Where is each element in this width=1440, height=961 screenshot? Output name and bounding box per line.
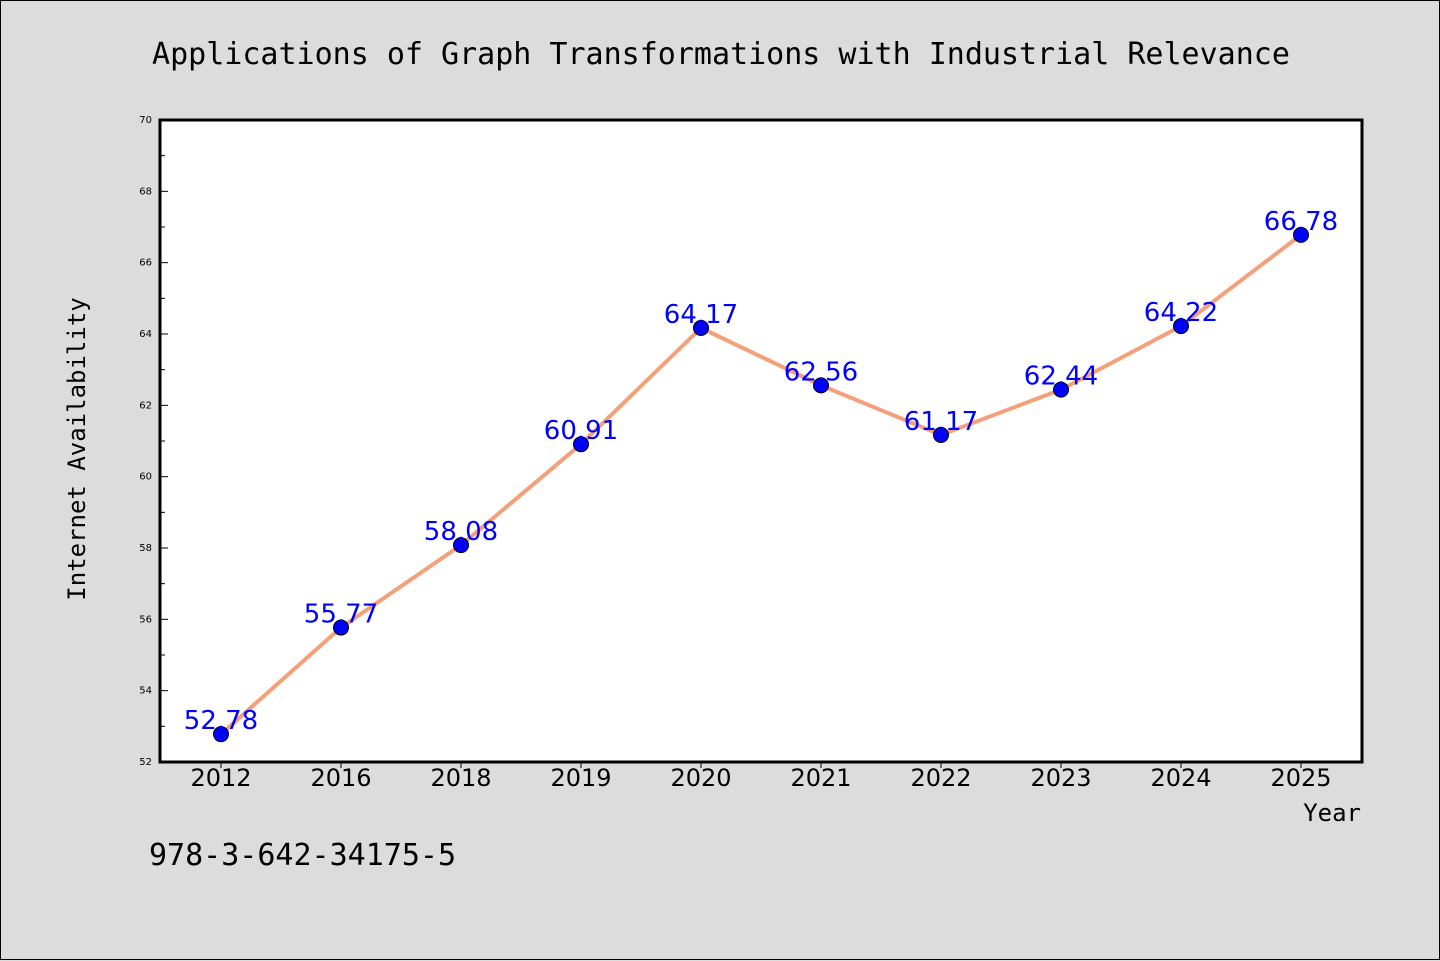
data-label: 62.56 [784,357,858,387]
data-point [453,537,469,554]
plot-area [158,118,1364,764]
x-tick-label: 2022 [910,764,971,792]
y-tick-label: 52 [139,757,152,768]
y-tick-label: 66 [139,258,152,269]
x-tick-label: 2012 [190,764,251,792]
data-label: 66.78 [1264,207,1338,237]
y-tick-label: 56 [139,614,152,625]
y-tick-label: 58 [139,543,152,554]
data-label: 61.17 [904,407,978,437]
x-axis-label: Year [1303,799,1361,827]
x-tick-label: 2019 [550,764,611,792]
series-line [219,233,1303,736]
y-tick-label: 70 [139,115,152,126]
y-tick-label: 60 [139,472,152,483]
y-tick-label: 68 [139,186,152,197]
data-point [573,436,589,453]
x-tick-label: 2025 [1270,764,1331,792]
x-tick-label: 2020 [670,764,731,792]
series-line-group [219,233,1303,736]
data-point [213,726,229,743]
y-axis-label: Internet Availability [63,297,91,600]
x-tick-label: 2023 [1030,764,1091,792]
data-point [333,619,349,636]
footer-identifier: 978-3-642-34175-5 [149,838,456,873]
x-tick-label: 2021 [790,764,851,792]
x-tick-label: 2016 [310,764,371,792]
data-point [933,426,949,443]
data-label: 55.77 [304,600,378,630]
y-tick-label: 64 [139,329,152,340]
y-tick-label: 54 [139,686,152,697]
chart-title: Applications of Graph Transformations wi… [152,37,1290,72]
x-axis-ticks: 2012 2016 2018 2019 2020 2021 2022 2023 2024 2025 [190,762,1332,792]
y-tick-label: 62 [139,400,152,411]
x-tick-label: 2018 [430,764,491,792]
data-label: 52.78 [184,706,258,736]
data-point [813,377,829,394]
data-label: 58.08 [424,517,498,547]
data-point [1173,318,1189,335]
data-point [1053,381,1069,398]
data-label: 64.17 [664,300,738,330]
data-label: 60.91 [544,416,618,446]
data-labels: 52.78 55.77 58.08 60.91 64.17 62.56 61.17 62.44… [184,207,1338,736]
data-point [693,319,709,336]
data-label: 62.44 [1024,362,1098,392]
series-markers [213,226,1309,743]
data-label: 64.22 [1144,298,1218,328]
data-point [1293,226,1309,243]
x-tick-label: 2024 [1150,764,1211,792]
y-axis-ticks: 52 54 56 58 60 62 64 66 68 70 [139,115,168,768]
